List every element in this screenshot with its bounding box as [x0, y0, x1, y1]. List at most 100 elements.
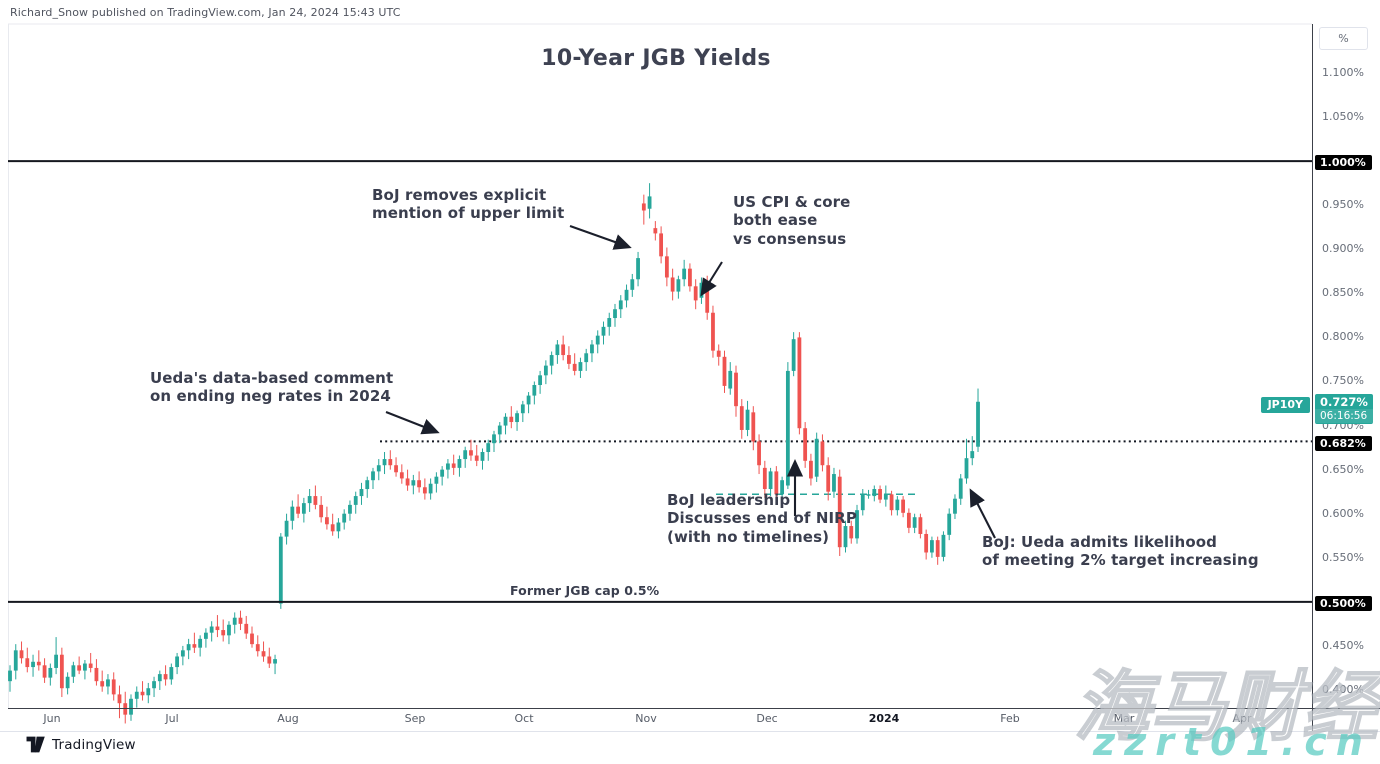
candle-body — [106, 679, 110, 687]
level-badge-0500: 0.500% — [1315, 596, 1372, 611]
candle-body — [809, 460, 813, 479]
candle-body — [520, 404, 525, 414]
candle-body — [146, 688, 151, 696]
candle-body — [855, 510, 859, 539]
candle-body — [532, 385, 537, 396]
candle-body — [883, 494, 888, 500]
candle-body — [595, 335, 600, 345]
candle-body — [820, 441, 825, 466]
candle-body — [278, 536, 283, 604]
candle-body — [267, 656, 272, 664]
session-countdown: 06:16:56 — [1315, 409, 1373, 423]
candle-body — [486, 443, 491, 453]
candle-body — [227, 624, 231, 636]
candle-body — [705, 282, 710, 313]
time-tick-label: Apr — [1232, 712, 1252, 725]
candle-body — [411, 480, 416, 486]
candle-body — [814, 438, 819, 477]
price-tick-label: 0.450% — [1322, 638, 1364, 652]
candle-body — [774, 471, 779, 495]
candle-body — [457, 459, 462, 468]
candle-body — [157, 674, 162, 682]
candle-body — [117, 694, 122, 704]
candle-body — [36, 661, 41, 666]
candle-body — [88, 663, 93, 668]
price-tick-label: 0.400% — [1322, 682, 1364, 696]
candle-body — [578, 362, 583, 371]
price-axis[interactable]: % 1.100% 1.050% 0.950% 0.900% 0.850% 0.800% 0.… — [1312, 0, 1380, 760]
candle-body — [745, 409, 750, 430]
candle-body — [567, 355, 571, 364]
price-tick-label: 0.550% — [1322, 550, 1364, 564]
candle-body — [100, 681, 105, 687]
time-tick-label: Sep — [404, 712, 426, 725]
annotation-arrow — [700, 261, 723, 297]
tradingview-footer[interactable]: TradingView — [26, 736, 136, 753]
candle-body — [670, 277, 675, 292]
candle-body — [739, 406, 744, 430]
candle-body — [935, 540, 940, 557]
candle-body — [515, 413, 519, 423]
candle-body — [111, 679, 116, 695]
candle-body — [572, 363, 577, 371]
candle-body — [924, 533, 929, 553]
candle-body — [129, 698, 133, 715]
candle-body — [791, 339, 796, 371]
candle-body — [699, 282, 704, 298]
candle-body — [641, 203, 646, 211]
candle-body — [428, 483, 433, 494]
candle-body — [13, 650, 18, 671]
candle-body — [906, 512, 911, 528]
horizontal-level-lines[interactable] — [8, 160, 1312, 603]
candle-body — [440, 469, 445, 477]
axis-unit-button[interactable]: % — [1319, 27, 1368, 50]
candle-body — [549, 355, 554, 366]
candle-body — [180, 650, 185, 657]
candle-body — [618, 300, 623, 310]
candle-body — [446, 463, 450, 470]
candle-body — [538, 375, 543, 386]
page-title: 10-Year JGB Yields — [541, 46, 771, 71]
candle-body — [630, 279, 635, 290]
candle-body — [889, 494, 894, 511]
candle-body — [780, 480, 785, 495]
candle-body — [215, 626, 220, 631]
candle-body — [273, 659, 277, 664]
candle-body — [244, 623, 249, 634]
candle-body — [561, 344, 566, 356]
annotation-ueda-comment: Ueda's data-based comment on ending neg … — [150, 369, 394, 406]
candle-body — [19, 650, 24, 659]
candle-body — [941, 534, 946, 557]
price-tick-label: 0.600% — [1322, 506, 1364, 520]
candle-body — [198, 638, 203, 648]
time-tick-label: 2024 — [868, 712, 900, 725]
candle-body — [422, 487, 427, 494]
candle-body — [711, 312, 715, 351]
candle-body — [94, 667, 99, 682]
time-tick-label: Oct — [514, 712, 534, 725]
candle-body — [405, 478, 410, 486]
candle-body — [371, 471, 375, 481]
candle-body — [664, 256, 669, 278]
candlestick-series[interactable] — [8, 183, 980, 724]
candle-body — [238, 617, 243, 624]
level-badge-1000: 1.000% — [1315, 155, 1372, 170]
candle-body — [284, 520, 289, 537]
candle-body — [25, 658, 30, 668]
candle-body — [325, 517, 329, 525]
annotation-boj-leadership: BoJ leadership Discusses end of NIRP (wi… — [667, 491, 857, 546]
annotation-arrows — [385, 225, 996, 539]
axis-lines — [0, 24, 1380, 732]
candle-body — [590, 344, 594, 354]
candle-body — [463, 450, 468, 460]
candle-body — [601, 326, 606, 336]
candle-body — [8, 670, 12, 682]
annotation-boj-ueda-admits: BoJ: Ueda admits likelihood of meeting 2… — [982, 533, 1259, 570]
candle-body — [307, 496, 312, 504]
annotation-arrow — [385, 411, 440, 435]
candle-body — [832, 474, 836, 492]
candle-body — [42, 665, 47, 678]
time-axis[interactable]: Jun Jul Aug Sep Oct Nov Dec 2024 Feb Mar Apr — [0, 709, 1380, 731]
candle-body — [757, 441, 761, 466]
